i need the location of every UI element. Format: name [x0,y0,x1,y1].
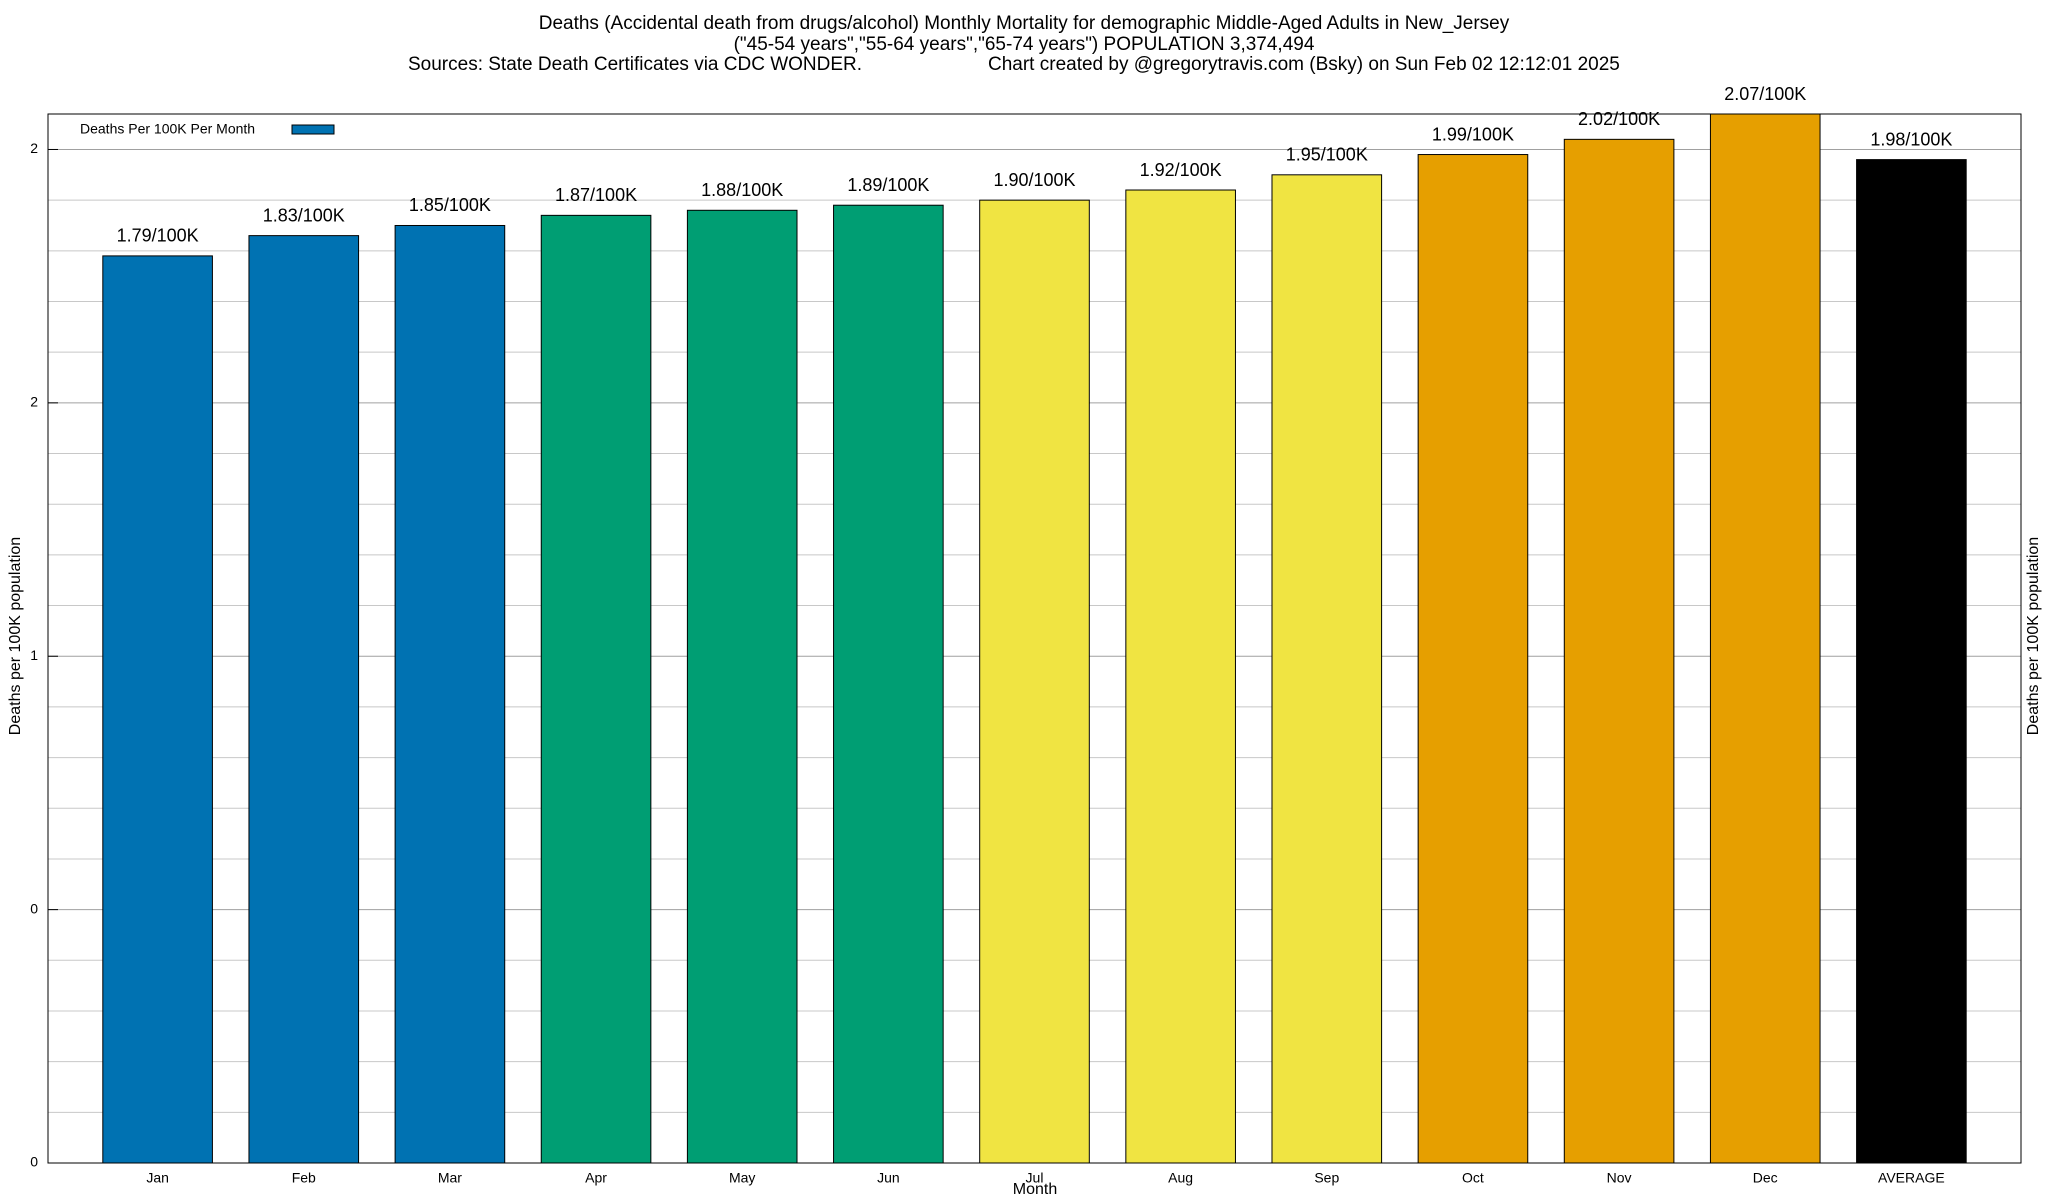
x-tick-label: Apr [585,1170,607,1186]
y2-axis-label: Deaths per 100K population [2025,537,2042,735]
bar [540,214,652,1164]
x-tick-label: Mar [438,1170,462,1186]
x-tick-label: Nov [1607,1170,1632,1186]
x-tick-label: Jul [1026,1170,1044,1186]
bar [1709,113,1821,1164]
x-tick-label: Feb [292,1170,316,1186]
value-label: 1.90/100K [993,170,1075,190]
bar [1125,189,1236,1164]
y-tick-label: 0 [30,1154,38,1170]
x-axis-label: Month [1013,1181,1057,1198]
chart-subtitle: ("45-54 years","55-64 years","65-74 year… [734,34,1315,55]
source: Sources: State Death Certificates via CD… [408,54,862,75]
y-tick-label: 0 [30,900,38,916]
value-label: 1.89/100K [847,175,929,195]
value-label: 1.85/100K [409,195,491,215]
value-label: 1.99/100K [1432,124,1514,144]
value-label: 2.07/100K [1724,84,1806,104]
bar [248,235,360,1164]
value-label: 1.98/100K [1870,129,1952,149]
value-label: 1.87/100K [555,185,637,205]
x-tick-label: Jan [146,1170,169,1186]
x-tick-label: AVERAGE [1878,1170,1945,1186]
value-label: 1.79/100K [117,226,199,246]
x-tick-label: Oct [1462,1170,1484,1186]
y-tick-label: 1 [30,647,38,663]
legend-swatch [291,124,335,135]
value-label: 1.88/100K [701,180,783,200]
bar [686,209,798,1164]
bar [1417,154,1529,1164]
value-label: 2.02/100K [1578,109,1660,129]
chart-title: Deaths (Accidental death from drugs/alco… [539,13,1510,34]
x-tick-label: Jun [877,1170,900,1186]
bar [1563,138,1675,1164]
bar [394,224,506,1164]
credit: Chart created by @gregorytravis.com (Bsk… [988,54,1620,75]
bar [1856,159,1967,1164]
x-tick-label: Sep [1314,1170,1339,1186]
value-label: 1.92/100K [1140,160,1222,180]
y-axis-label: Deaths per 100K population [7,537,24,735]
bar [979,199,1090,1164]
bar [102,255,213,1164]
value-label: 1.95/100K [1286,145,1368,165]
x-tick-label: May [729,1170,755,1186]
x-tick-label: Dec [1753,1170,1778,1186]
x-tick-label: Aug [1168,1170,1193,1186]
y-tick-label: 2 [30,140,38,156]
legend-label: Deaths Per 100K Per Month [80,121,255,137]
bar [1271,174,1383,1164]
y-tick-label: 2 [30,394,38,410]
value-label: 1.83/100K [263,205,345,225]
bar [833,204,944,1164]
